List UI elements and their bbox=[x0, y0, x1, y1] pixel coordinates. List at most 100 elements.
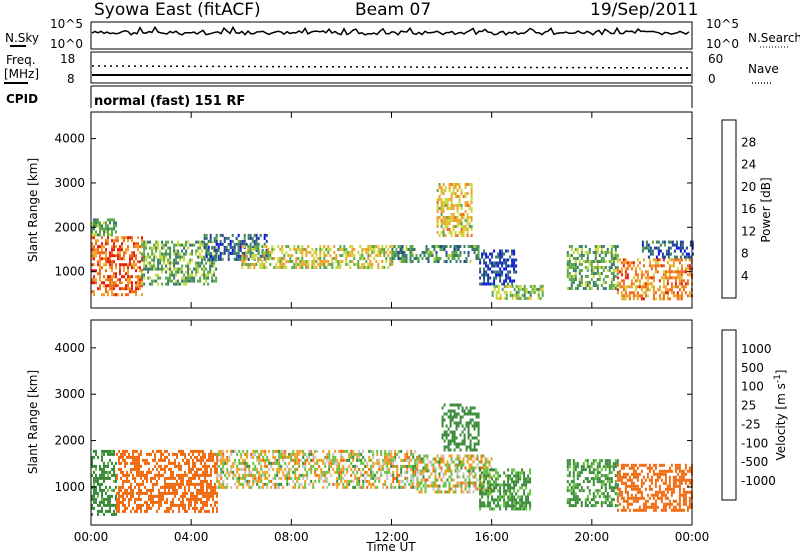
range-cell bbox=[592, 284, 595, 287]
range-cell bbox=[169, 273, 172, 277]
colorbar-tick-label: 4 bbox=[741, 269, 749, 283]
range-cell bbox=[169, 252, 172, 256]
range-cell bbox=[634, 270, 637, 274]
range-cell bbox=[265, 251, 268, 254]
range-cell bbox=[670, 487, 673, 491]
range-cell bbox=[105, 503, 107, 507]
range-cell bbox=[340, 476, 343, 480]
range-cell bbox=[435, 260, 438, 263]
range-cell bbox=[163, 246, 166, 250]
range-cell bbox=[462, 234, 465, 237]
range-cell bbox=[295, 260, 298, 263]
range-cell bbox=[189, 258, 192, 262]
range-cell bbox=[404, 482, 407, 486]
range-cell bbox=[316, 461, 319, 465]
range-cell bbox=[410, 476, 413, 480]
range-cell bbox=[191, 276, 194, 280]
range-cell bbox=[266, 476, 269, 480]
range-cell bbox=[444, 472, 447, 476]
range-cell bbox=[157, 246, 160, 250]
range-cell bbox=[499, 492, 502, 496]
range-cell bbox=[458, 219, 461, 222]
range-cell bbox=[135, 284, 137, 288]
range-cell bbox=[471, 245, 474, 248]
range-cell bbox=[456, 189, 459, 192]
range-cell bbox=[441, 406, 444, 410]
range-cell bbox=[537, 293, 540, 297]
range-cell bbox=[495, 486, 498, 490]
range-cell bbox=[299, 263, 302, 266]
range-cell bbox=[485, 492, 488, 496]
range-cell bbox=[206, 488, 208, 492]
range-cell bbox=[483, 261, 486, 265]
date-title: 19/Sep/2011 bbox=[590, 0, 698, 20]
range-cell bbox=[503, 480, 506, 484]
range-cell bbox=[172, 491, 174, 495]
range-cell bbox=[211, 245, 214, 249]
range-cell bbox=[199, 261, 202, 265]
range-cell bbox=[196, 500, 198, 504]
range-cell bbox=[172, 503, 174, 507]
range-cell bbox=[668, 276, 671, 280]
range-cell bbox=[454, 225, 457, 228]
range-cell bbox=[118, 485, 120, 489]
range-cell bbox=[608, 495, 611, 499]
range-cell bbox=[517, 471, 520, 475]
range-cell bbox=[284, 452, 287, 456]
range-cell bbox=[276, 473, 279, 477]
range-cell bbox=[458, 481, 461, 485]
range-cell bbox=[163, 267, 166, 271]
range-cell bbox=[604, 465, 607, 469]
range-cell bbox=[376, 461, 379, 465]
range-cell bbox=[620, 496, 623, 500]
range-cell bbox=[678, 279, 681, 283]
range-cell bbox=[157, 243, 160, 247]
range-cell bbox=[93, 500, 95, 504]
range-cell bbox=[368, 458, 371, 462]
range-cell bbox=[468, 475, 471, 479]
range-cell bbox=[119, 251, 121, 255]
range-cell bbox=[232, 464, 235, 468]
range-cell bbox=[572, 263, 575, 266]
range-cell bbox=[450, 475, 453, 479]
range-cell bbox=[158, 488, 160, 492]
range-cell bbox=[450, 454, 453, 458]
range-cell bbox=[660, 291, 663, 295]
range-cell bbox=[366, 470, 369, 474]
range-cell bbox=[319, 263, 322, 266]
range-cell bbox=[622, 282, 625, 286]
range-cell bbox=[207, 282, 210, 286]
range-cell bbox=[328, 467, 331, 471]
range-cell bbox=[236, 464, 239, 468]
range-cell bbox=[418, 481, 421, 485]
range-cell bbox=[541, 290, 544, 294]
range-cell bbox=[201, 249, 204, 253]
range-cell bbox=[672, 261, 675, 265]
range-cell bbox=[250, 452, 253, 456]
range-cell bbox=[586, 284, 589, 287]
range-cell bbox=[612, 284, 615, 287]
range-cell bbox=[394, 476, 397, 480]
range-cell bbox=[618, 493, 621, 497]
range-cell bbox=[436, 490, 439, 494]
range-cell bbox=[664, 505, 667, 509]
range-cell bbox=[152, 497, 154, 501]
range-cell bbox=[211, 279, 214, 283]
range-cell bbox=[466, 481, 469, 485]
range-cell bbox=[472, 454, 475, 458]
range-cell bbox=[440, 219, 443, 222]
range-cell bbox=[205, 246, 208, 250]
range-cell bbox=[123, 257, 125, 261]
range-cell bbox=[572, 480, 575, 484]
range-cell bbox=[326, 470, 329, 474]
range-cell bbox=[241, 251, 244, 255]
range-cell bbox=[277, 266, 280, 269]
range-cell bbox=[604, 495, 607, 499]
range-cell bbox=[493, 287, 496, 291]
range-cell bbox=[97, 287, 99, 291]
range-cell bbox=[658, 496, 661, 500]
range-cell bbox=[364, 458, 367, 462]
range-cell bbox=[430, 460, 433, 464]
range-cell bbox=[142, 479, 144, 483]
range-cell bbox=[95, 473, 97, 477]
